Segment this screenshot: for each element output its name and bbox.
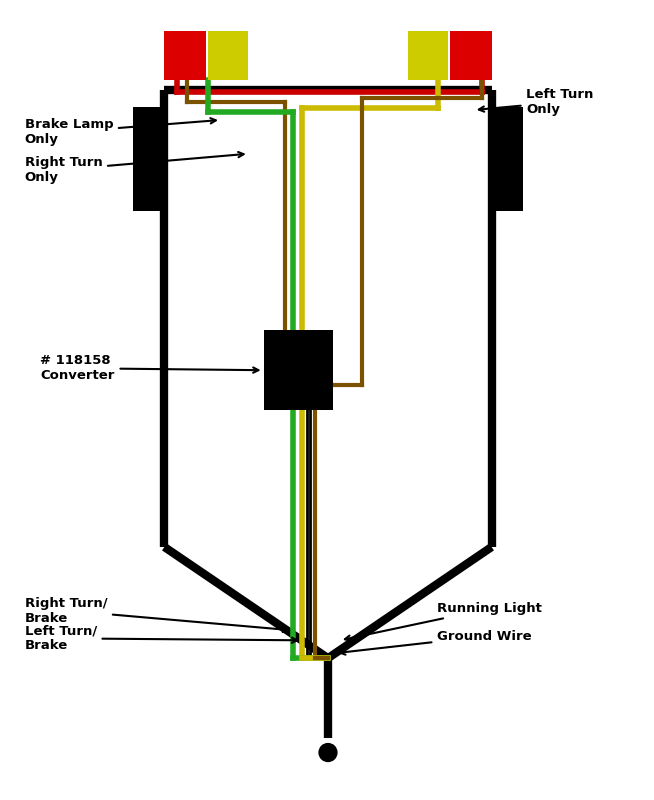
Text: Right Turn
Only: Right Turn Only [25,152,243,184]
Bar [264,330,333,410]
Text: Ground Wire: Ground Wire [340,630,532,654]
Bar [450,30,492,80]
Bar [164,30,206,80]
Text: Right Turn/
Brake: Right Turn/ Brake [25,597,288,632]
Text: Running Light: Running Light [345,602,542,641]
Bar [492,107,523,211]
Text: Brake Lamp
Only: Brake Lamp Only [25,118,216,146]
Bar [208,30,248,80]
Bar [408,30,448,80]
Text: # 118158
Converter: # 118158 Converter [41,354,258,382]
Text: Left Turn
Only: Left Turn Only [479,88,594,116]
Bar [133,107,164,211]
Circle shape [319,743,337,762]
Text: Left Turn/
Brake: Left Turn/ Brake [25,624,297,652]
